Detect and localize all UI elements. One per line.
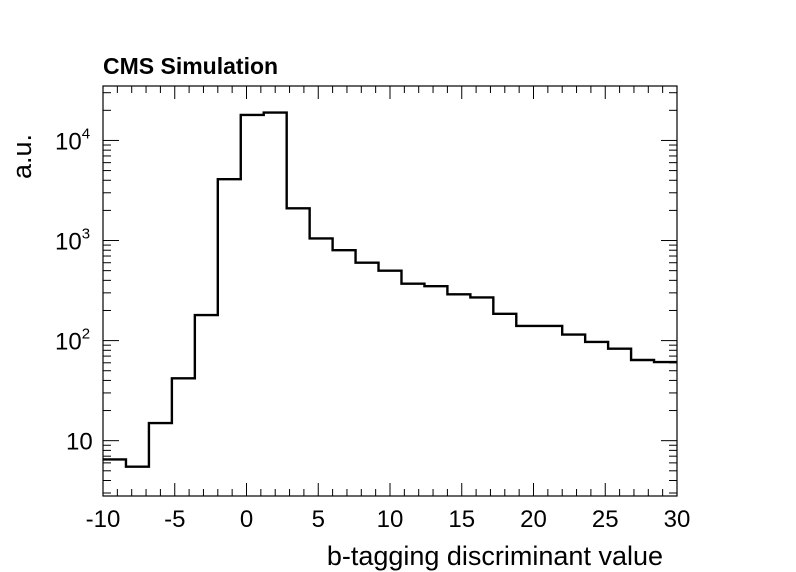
- x-tick-label: -5: [164, 506, 185, 533]
- x-axis-title: b-tagging discriminant value: [327, 541, 663, 571]
- histogram-line: [103, 111, 677, 468]
- y-tick-label: 10: [66, 429, 93, 456]
- y-tick-label: 102: [55, 326, 90, 356]
- x-tick-label: 15: [448, 506, 475, 533]
- y-axis-title: a.u.: [7, 134, 37, 179]
- x-tick-label: -10: [86, 506, 121, 533]
- y-tick-labels: 10 102 103 104: [55, 125, 93, 455]
- plot-frame: [102, 85, 678, 497]
- x-tick-label: 20: [520, 506, 547, 533]
- x-tick-label: 30: [664, 506, 691, 533]
- axis-ticks: [102, 86, 678, 496]
- y-tick-label: 103: [55, 226, 90, 256]
- chart-title: CMS Simulation: [103, 53, 278, 79]
- y-tick-label: 104: [55, 125, 90, 155]
- x-tick-label: 10: [377, 506, 404, 533]
- x-tick-label: 5: [312, 506, 325, 533]
- x-tick-label: 0: [240, 506, 253, 533]
- x-tick-label: 25: [592, 506, 619, 533]
- x-tick-labels: -10 -5 0 5 10 15 20 25 30: [86, 506, 691, 533]
